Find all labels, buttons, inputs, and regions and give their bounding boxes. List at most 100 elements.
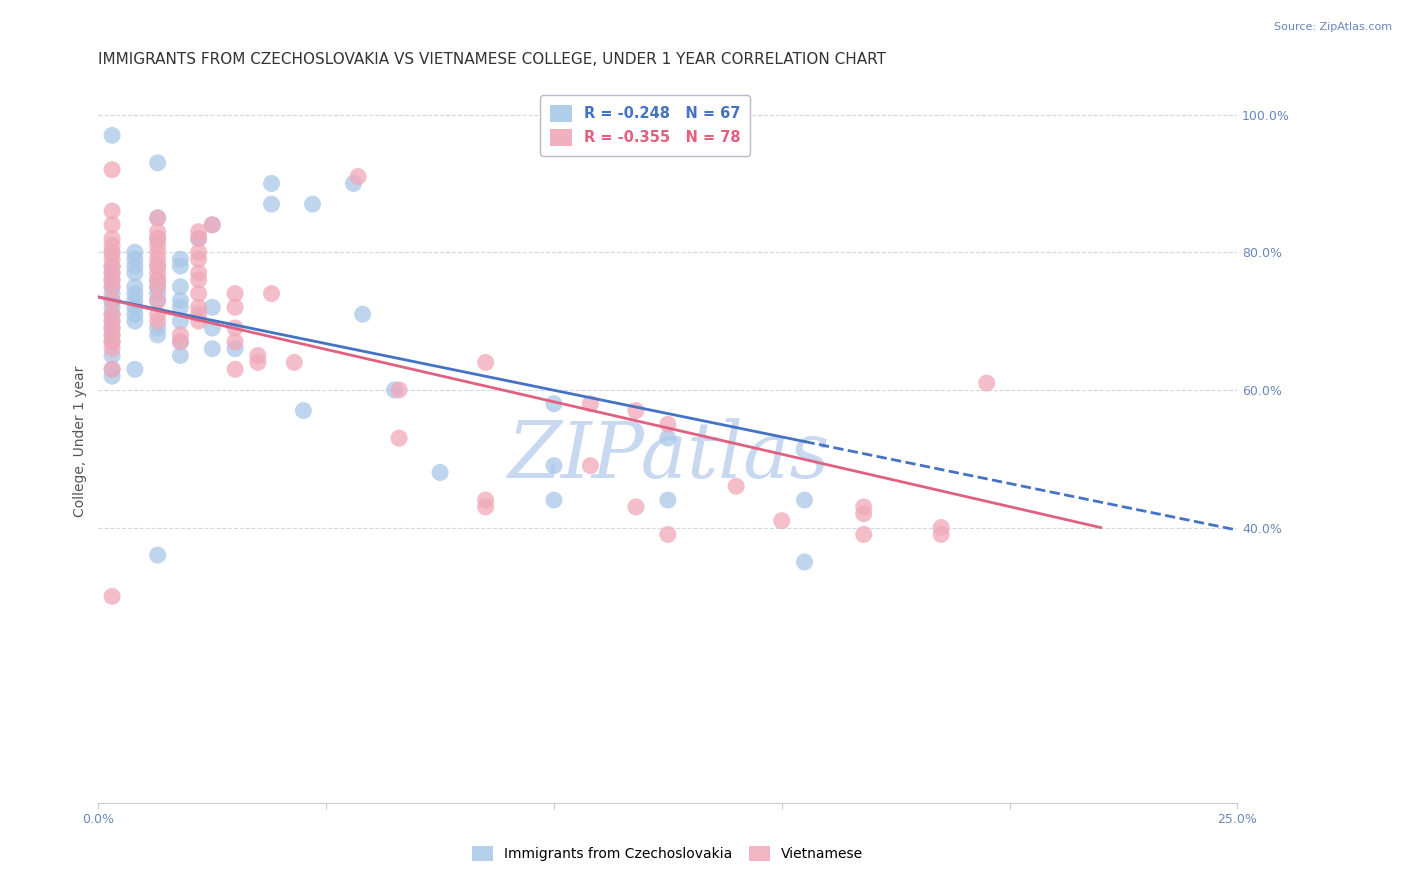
Point (169, 259, 191, 273)
Point (224, 342, 246, 356)
Point (347, 169, 370, 184)
Point (146, 548, 169, 562)
Point (169, 293, 191, 308)
Point (101, 342, 124, 356)
Point (101, 349, 124, 363)
Point (187, 225, 209, 239)
Point (169, 327, 191, 342)
Point (260, 197, 283, 211)
Point (101, 245, 124, 260)
Point (579, 397, 602, 411)
Point (101, 590, 124, 604)
Point (929, 520, 952, 534)
Point (169, 252, 191, 267)
Point (101, 259, 124, 273)
Point (146, 279, 169, 293)
Point (124, 301, 146, 315)
Point (146, 293, 169, 308)
Point (246, 355, 269, 369)
Point (146, 266, 169, 280)
Point (342, 177, 364, 191)
Point (657, 493, 679, 508)
Point (624, 403, 647, 417)
Point (101, 162, 124, 177)
Point (169, 334, 191, 349)
Point (146, 259, 169, 273)
Point (187, 286, 209, 301)
Point (101, 128, 124, 143)
Point (852, 527, 875, 541)
Point (101, 327, 124, 342)
Point (201, 301, 224, 315)
Point (101, 307, 124, 321)
Point (260, 286, 283, 301)
Point (929, 527, 952, 541)
Point (429, 466, 451, 480)
Point (725, 479, 748, 493)
Point (124, 307, 146, 321)
Point (793, 493, 815, 508)
Point (101, 266, 124, 280)
Point (543, 493, 565, 508)
Point (101, 362, 124, 376)
Point (101, 301, 124, 315)
Point (146, 211, 169, 225)
Point (201, 342, 224, 356)
Point (124, 252, 146, 267)
Point (169, 314, 191, 328)
Point (224, 362, 246, 376)
Point (124, 293, 146, 308)
Point (101, 334, 124, 349)
Point (384, 383, 406, 397)
Point (187, 301, 209, 315)
Point (146, 252, 169, 267)
Point (146, 231, 169, 245)
Point (579, 458, 602, 473)
Point (201, 218, 224, 232)
Point (246, 349, 269, 363)
Point (101, 273, 124, 287)
Point (101, 334, 124, 349)
Point (101, 293, 124, 308)
Point (124, 362, 146, 376)
Point (976, 376, 998, 390)
Point (224, 286, 246, 301)
Legend: Immigrants from Czechoslovakia, Vietnamese: Immigrants from Czechoslovakia, Vietname… (465, 839, 870, 868)
Point (146, 314, 169, 328)
Point (146, 286, 169, 301)
Point (146, 279, 169, 293)
Point (101, 314, 124, 328)
Point (146, 293, 169, 308)
Point (101, 218, 124, 232)
Point (101, 307, 124, 321)
Point (543, 397, 565, 411)
Point (101, 245, 124, 260)
Point (474, 493, 496, 508)
Point (187, 266, 209, 280)
Point (301, 197, 323, 211)
Point (187, 273, 209, 287)
Point (124, 259, 146, 273)
Point (146, 238, 169, 252)
Point (101, 238, 124, 252)
Point (101, 252, 124, 267)
Y-axis label: College, Under 1 year: College, Under 1 year (73, 366, 87, 517)
Point (187, 231, 209, 245)
Point (388, 383, 411, 397)
Point (543, 458, 565, 473)
Point (146, 225, 169, 239)
Point (124, 279, 146, 293)
Point (146, 259, 169, 273)
Point (146, 245, 169, 260)
Point (292, 403, 315, 417)
Point (388, 431, 411, 445)
Point (201, 218, 224, 232)
Point (474, 500, 496, 514)
Text: ZIPatlas: ZIPatlas (506, 417, 830, 494)
Text: IMMIGRANTS FROM CZECHOSLOVAKIA VS VIETNAMESE COLLEGE, UNDER 1 YEAR CORRELATION C: IMMIGRANTS FROM CZECHOSLOVAKIA VS VIETNA… (98, 52, 886, 67)
Point (124, 314, 146, 328)
Point (146, 321, 169, 335)
Point (224, 321, 246, 335)
Point (101, 286, 124, 301)
Point (146, 156, 169, 170)
